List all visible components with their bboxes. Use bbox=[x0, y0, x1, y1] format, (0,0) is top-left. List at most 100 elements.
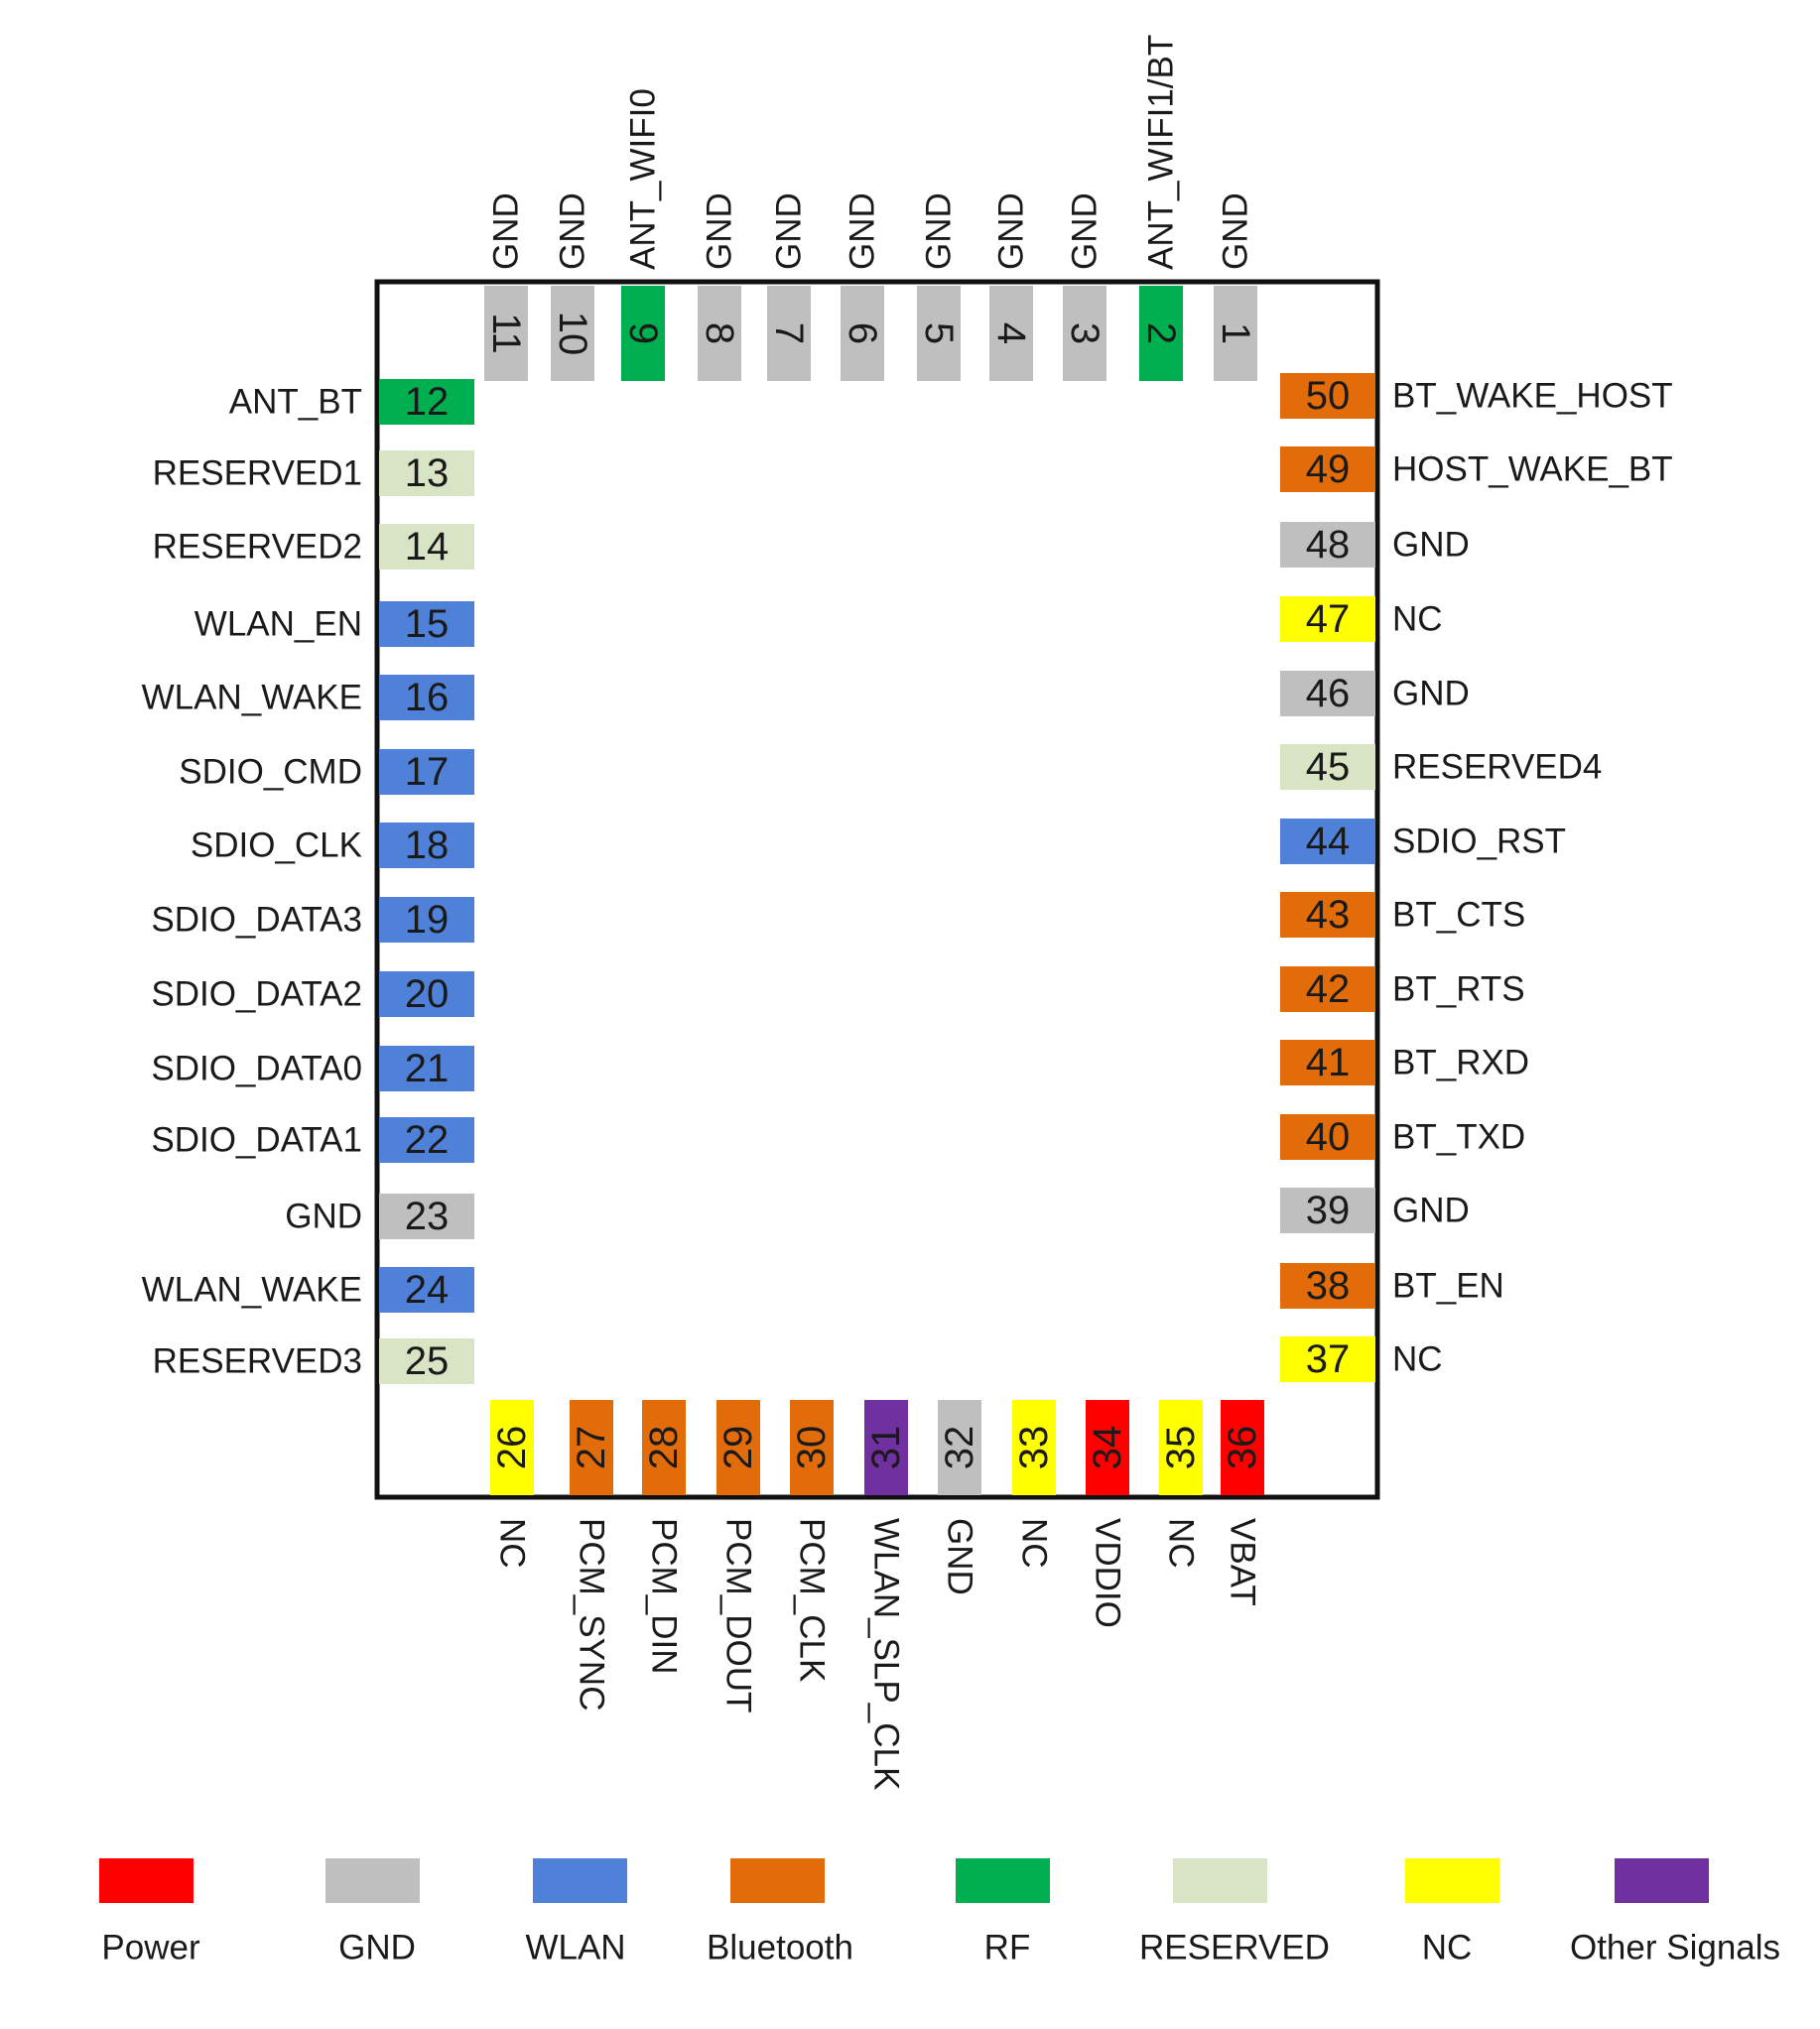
pin-39: 39 GND bbox=[1280, 1188, 1470, 1233]
pin-11-pad bbox=[484, 286, 528, 381]
legend-swatch-rf bbox=[956, 1858, 1050, 1903]
pin-6: 6 GND bbox=[841, 192, 884, 381]
pin-number: 42 bbox=[1306, 967, 1351, 1011]
pin-10-pad bbox=[551, 286, 594, 381]
pin-7: 7 GND bbox=[767, 192, 811, 381]
pin-number: 2 bbox=[1139, 322, 1183, 344]
pin-label-sdio-cmd: SDIO_CMD bbox=[179, 753, 362, 792]
legend-label-bluetooth: Bluetooth bbox=[707, 1929, 853, 1967]
module-outline bbox=[374, 279, 1380, 1500]
pin-number: 40 bbox=[1306, 1115, 1351, 1159]
pin-45: 45 RESERVED4 bbox=[1280, 744, 1602, 790]
pin-label-nc: NC bbox=[493, 1518, 532, 1569]
pin-number: 16 bbox=[405, 676, 450, 719]
pin-label-nc: NC bbox=[1392, 1340, 1443, 1379]
pin-label-sdio-data1: SDIO_DATA1 bbox=[151, 1121, 362, 1160]
pin-label-reserved1: RESERVED1 bbox=[153, 454, 362, 493]
pin-22-pad bbox=[379, 1117, 474, 1163]
pin-number: 1 bbox=[1214, 322, 1257, 344]
pin-label-nc: NC bbox=[1015, 1518, 1054, 1569]
pin-39-pad bbox=[1280, 1188, 1375, 1233]
pin-14-pad bbox=[379, 524, 474, 570]
pin-37: 37 NC bbox=[1280, 1336, 1443, 1382]
pin-41-pad bbox=[1280, 1040, 1375, 1085]
pin-label-reserved4: RESERVED4 bbox=[1392, 748, 1602, 787]
pin-label-sdio-data3: SDIO_DATA3 bbox=[151, 901, 362, 940]
pin-label-gnd: GND bbox=[1392, 1192, 1470, 1230]
pin-number: 17 bbox=[405, 750, 450, 794]
pin-38-pad bbox=[1280, 1263, 1375, 1309]
pin-28-pad bbox=[642, 1400, 686, 1495]
pin-31-pad bbox=[864, 1400, 908, 1495]
pin-label-gnd: GND bbox=[1392, 675, 1470, 713]
pin-2-pad bbox=[1139, 286, 1183, 381]
pin-9-pad bbox=[621, 286, 665, 381]
pin-number: 11 bbox=[484, 313, 528, 354]
pin-19: 19 SDIO_DATA3 bbox=[151, 897, 474, 943]
pin-3: 3 GND bbox=[1063, 192, 1106, 381]
pin-label-sdio-data2: SDIO_DATA2 bbox=[151, 975, 362, 1014]
pin-7-pad bbox=[767, 286, 811, 381]
pin-2: 2 ANT_WIFI1/BT bbox=[1139, 35, 1183, 381]
pin-4-pad bbox=[989, 286, 1033, 381]
pin-number: 36 bbox=[1221, 1426, 1264, 1470]
pin-42: 42 BT_RTS bbox=[1280, 966, 1525, 1012]
legend-item-gnd: GND bbox=[325, 1858, 420, 1967]
pin-number: 6 bbox=[841, 322, 884, 344]
pin-number: 21 bbox=[405, 1047, 450, 1090]
pin-10: 10 GND bbox=[551, 192, 594, 381]
legend-label-gnd: GND bbox=[338, 1929, 416, 1967]
pin-label-wlan-wake: WLAN_WAKE bbox=[142, 679, 362, 717]
pin-18-pad bbox=[379, 823, 474, 868]
pin-number: 4 bbox=[989, 322, 1033, 344]
pin-number: 23 bbox=[405, 1195, 450, 1238]
legend-item-reserved: RESERVED bbox=[1139, 1858, 1330, 1967]
pin-13-pad bbox=[379, 450, 474, 496]
pin-28: 28 PCM_DIN bbox=[642, 1400, 686, 1675]
pin-6-pad bbox=[841, 286, 884, 381]
legend-swatch-bluetooth bbox=[730, 1858, 825, 1903]
pin-label-gnd: GND bbox=[554, 192, 592, 270]
pin-47-pad bbox=[1280, 596, 1375, 642]
pin-label-bt-en: BT_EN bbox=[1392, 1267, 1504, 1306]
legend-label-rf: RF bbox=[984, 1929, 1031, 1967]
pin-31: 31 WLAN_SLP_CLK bbox=[864, 1400, 908, 1790]
pin-22: 22 SDIO_DATA1 bbox=[151, 1117, 474, 1163]
legend-swatch-gnd bbox=[325, 1858, 420, 1903]
legend-item-nc: NC bbox=[1405, 1858, 1499, 1967]
pin-label-ant-wifi1-bt: ANT_WIFI1/BT bbox=[1142, 35, 1181, 270]
pin-label-gnd: GND bbox=[920, 192, 959, 270]
pin-label-wlan-en: WLAN_EN bbox=[195, 605, 362, 644]
pin-45-pad bbox=[1280, 744, 1375, 790]
pin-number: 8 bbox=[698, 322, 741, 344]
legend-item-other-signals: Other Signals bbox=[1570, 1858, 1780, 1967]
pin-24: 24 WLAN_WAKE bbox=[142, 1267, 474, 1313]
pin-26: 26 NC bbox=[490, 1400, 534, 1569]
pin-42-pad bbox=[1280, 966, 1375, 1012]
pin-40-pad bbox=[1280, 1114, 1375, 1160]
pin-24-pad bbox=[379, 1267, 474, 1313]
pin-label-gnd: GND bbox=[701, 192, 739, 270]
pin-50-pad bbox=[1280, 373, 1375, 419]
pin-8-pad bbox=[698, 286, 741, 381]
pin-label-bt-cts: BT_CTS bbox=[1392, 896, 1525, 935]
legend-label-other-signals: Other Signals bbox=[1570, 1929, 1780, 1967]
pin-number: 50 bbox=[1306, 374, 1351, 418]
pin-label-gnd: GND bbox=[1217, 192, 1255, 270]
pin-number: 15 bbox=[405, 602, 450, 646]
pin-15: 15 WLAN_EN bbox=[195, 601, 474, 647]
pin-label-gnd: GND bbox=[285, 1198, 362, 1236]
pin-number: 22 bbox=[405, 1118, 450, 1162]
pin-46: 46 GND bbox=[1280, 671, 1470, 716]
pin-number: 25 bbox=[405, 1339, 450, 1383]
legend-swatch-nc bbox=[1405, 1858, 1499, 1903]
pin-label-bt-rts: BT_RTS bbox=[1392, 970, 1525, 1009]
pin-26-pad bbox=[490, 1400, 534, 1495]
pin-1: 1 GND bbox=[1214, 192, 1257, 381]
pin-label-gnd: GND bbox=[1066, 192, 1105, 270]
pin-35-pad bbox=[1159, 1400, 1203, 1495]
pin-46-pad bbox=[1280, 671, 1375, 716]
pin-label-wlan-wake: WLAN_WAKE bbox=[142, 1271, 362, 1310]
pin-9: 9 ANT_WIFI0 bbox=[621, 88, 665, 381]
pin-34: 34 VDDIO bbox=[1086, 1400, 1129, 1628]
